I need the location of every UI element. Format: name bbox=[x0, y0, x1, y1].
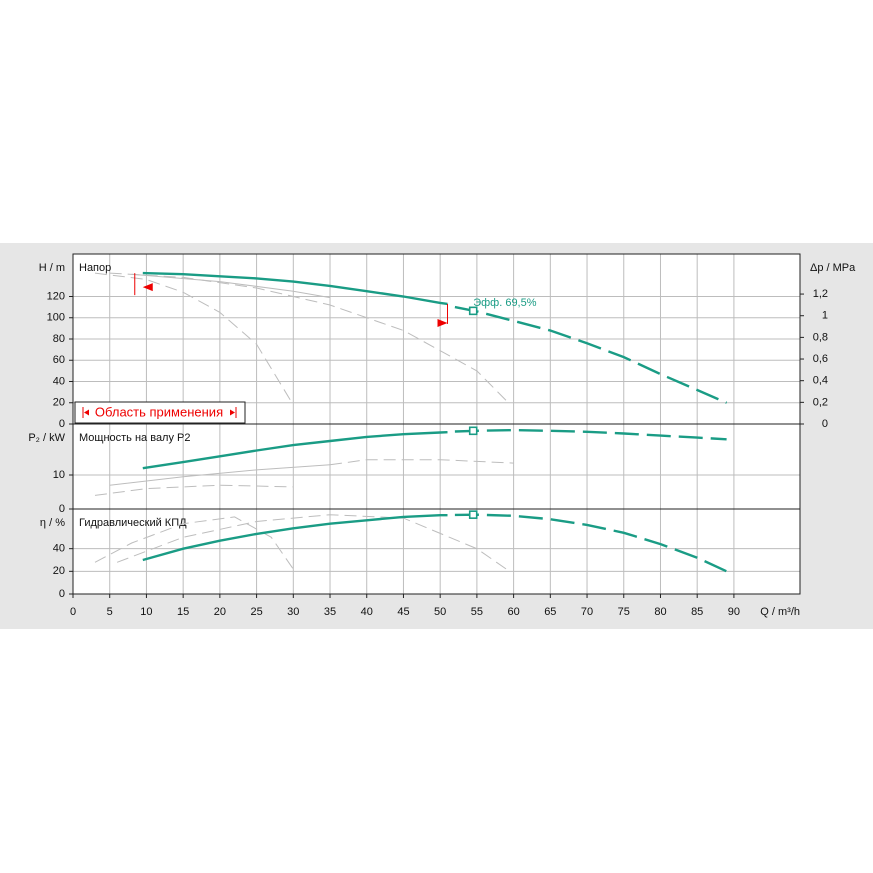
y2-tick-label: 0,4 bbox=[813, 375, 828, 387]
curve bbox=[329, 459, 514, 466]
curve bbox=[109, 464, 331, 486]
x-tick-label: 70 bbox=[581, 606, 593, 618]
curve bbox=[131, 273, 331, 299]
x-tick-label: 55 bbox=[471, 606, 483, 618]
panel-frame bbox=[72, 508, 801, 595]
curve bbox=[454, 305, 728, 404]
y-tick-label: 120 bbox=[47, 290, 65, 302]
x-tick-label: 5 bbox=[107, 606, 113, 618]
x-tick-label: 60 bbox=[507, 606, 519, 618]
y2-tick-label: 1,2 bbox=[813, 288, 828, 300]
y-tick-label: 80 bbox=[53, 333, 65, 345]
panel-title: Напор bbox=[79, 262, 111, 274]
range-marker bbox=[142, 283, 153, 292]
curve bbox=[454, 428, 727, 441]
y2-axis-label: Δp / MPa bbox=[810, 262, 856, 274]
y-tick-label: 20 bbox=[53, 565, 65, 577]
y-tick-label: 40 bbox=[53, 375, 65, 387]
y-axis-label: H / m bbox=[39, 262, 65, 274]
y-tick-label: 20 bbox=[53, 397, 65, 409]
operating-point bbox=[468, 306, 478, 316]
legend-label: Область применения bbox=[95, 404, 223, 419]
x-tick-label: 10 bbox=[140, 606, 152, 618]
y-tick-label: 0 bbox=[59, 503, 65, 515]
x-tick-label: 0 bbox=[70, 606, 76, 618]
curve bbox=[116, 514, 507, 570]
legend-box bbox=[74, 401, 246, 424]
operating-point-label: Эфф. 69,5% bbox=[473, 297, 537, 309]
x-tick-label: 85 bbox=[691, 606, 703, 618]
x-tick-label: 20 bbox=[214, 606, 226, 618]
curve bbox=[142, 514, 448, 562]
operating-point bbox=[468, 426, 478, 436]
y-tick-label: 40 bbox=[53, 543, 65, 555]
x-tick-label: 80 bbox=[654, 606, 666, 618]
x-tick-label: 45 bbox=[397, 606, 409, 618]
y-tick-label: 10 bbox=[53, 469, 65, 481]
curve bbox=[94, 484, 294, 496]
x-tick-label: 65 bbox=[544, 606, 556, 618]
legend-arrows bbox=[82, 407, 237, 418]
curve bbox=[454, 513, 728, 573]
y-tick-label: 60 bbox=[53, 354, 65, 366]
y2-tick-label: 1 bbox=[822, 310, 828, 322]
curve bbox=[109, 272, 507, 401]
y-tick-label: 0 bbox=[59, 418, 65, 430]
x-tick-label: 35 bbox=[324, 606, 336, 618]
y-tick-label: 100 bbox=[47, 312, 65, 324]
curve bbox=[94, 272, 294, 406]
y2-tick-label: 0,6 bbox=[813, 353, 828, 365]
y-axis-label: η / % bbox=[40, 517, 65, 529]
y2-tick-label: 0,2 bbox=[813, 396, 828, 408]
y2-tick-label: 0 bbox=[822, 418, 828, 430]
y2-tick-label: 0,8 bbox=[813, 331, 828, 343]
x-axis-label: Q / m³/h bbox=[760, 606, 800, 618]
x-tick-label: 90 bbox=[728, 606, 740, 618]
operating-point bbox=[468, 510, 478, 519]
x-tick-label: 50 bbox=[434, 606, 446, 618]
x-tick-label: 40 bbox=[361, 606, 373, 618]
curve bbox=[142, 271, 448, 306]
curve bbox=[142, 431, 448, 470]
y-axis-label: P₂ / kW bbox=[28, 432, 65, 444]
x-tick-label: 30 bbox=[287, 606, 299, 618]
panel-title: Гидравлический КПД bbox=[79, 517, 187, 529]
x-tick-label: 25 bbox=[250, 606, 262, 618]
panel-title: Мощность на валу P2 bbox=[79, 432, 191, 444]
range-marker bbox=[437, 318, 448, 327]
y-tick-label: 0 bbox=[59, 588, 65, 600]
x-tick-label: 15 bbox=[177, 606, 189, 618]
x-tick-label: 75 bbox=[618, 606, 630, 618]
